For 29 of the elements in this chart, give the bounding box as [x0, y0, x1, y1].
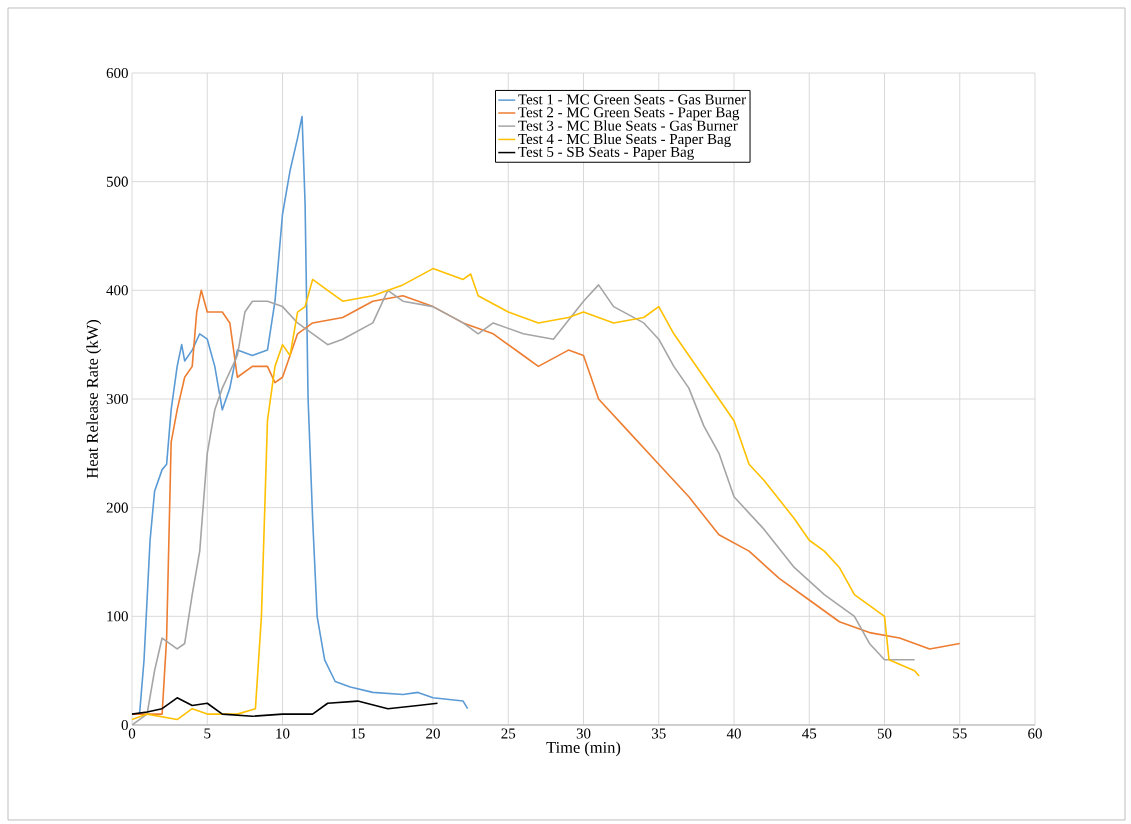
x-tick-label: 5	[204, 728, 211, 739]
legend-label: Test 4 - MC Blue Seats - Paper Bag	[518, 133, 731, 148]
y-axis-title: Heat Release Rate (kW)	[86, 320, 102, 479]
x-tick-label: 25	[501, 728, 516, 739]
x-tick-label: 35	[652, 728, 666, 739]
legend-label: Test 2 - MC Green Seats - Paper Bag	[518, 107, 740, 121]
x-tick-label: 10	[276, 728, 290, 739]
x-tick-label: 20	[426, 728, 440, 739]
x-tick-label: 30	[576, 728, 591, 739]
legend-label: Test 5 - SB Seats - Paper Bag	[518, 146, 694, 160]
x-tick-label: 50	[877, 728, 892, 739]
y-tick-label: 300	[106, 393, 128, 405]
x-tick-label: 15	[351, 728, 365, 739]
legend-label: Test 3 - MC Blue Seats - Gas Burner	[518, 120, 738, 131]
line-series	[138, 115, 469, 715]
y-tick-label: 200	[106, 502, 128, 513]
x-axis-title: Time (min)	[546, 741, 621, 757]
x-tick-label: 60	[1028, 728, 1042, 739]
y-tick-label: 600	[106, 67, 128, 79]
y-tick-label: 500	[106, 176, 128, 187]
y-tick-label: 400	[106, 285, 128, 296]
x-tick-label: 45	[802, 728, 817, 739]
legend-label: Test 1 - MC Green Seats - Gas Burner	[518, 94, 746, 105]
line-series	[132, 697, 439, 718]
y-tick-label: 100	[107, 611, 128, 622]
y-tick-label: 0	[121, 719, 128, 731]
x-tick-label: 0	[128, 728, 136, 739]
x-tick-label: 55	[953, 728, 967, 739]
x-tick-label: 40	[726, 728, 741, 739]
